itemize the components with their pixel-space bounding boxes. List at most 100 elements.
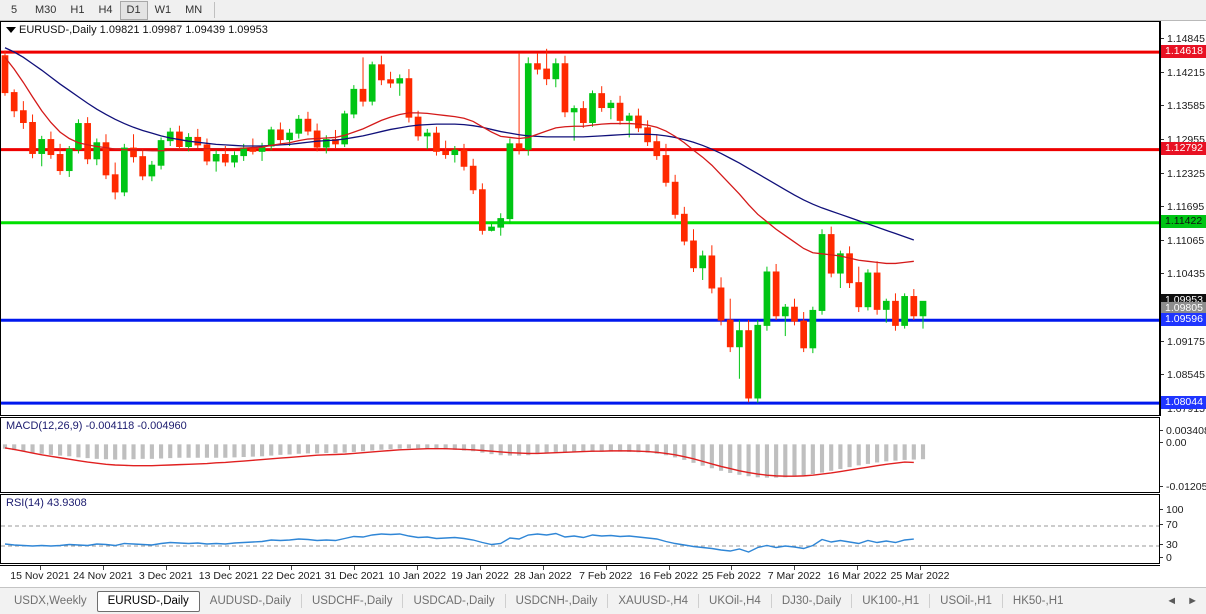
moving-average-fast-line (4, 56, 914, 265)
candlestick (120, 143, 128, 197)
price-tag-bid-price[interactable]: 1.09805 (1161, 301, 1206, 315)
macd-histogram-bar (379, 444, 384, 450)
time-tick (417, 566, 419, 570)
macd-histogram-bar (214, 444, 219, 458)
chart-tab-bar[interactable]: USDX,Weekly EURUSD-,Daily AUDUSD-,Daily USD… (0, 587, 1206, 614)
chart-tab-xauusd-h4[interactable]: XAUUSD-,H4 (618, 595, 689, 607)
rsi-tick-label: 30 (1160, 539, 1206, 551)
timeframe-button-m30[interactable]: M30 (35, 4, 57, 16)
price-tag-resistance-line[interactable]: 1.14618 (1161, 44, 1206, 58)
chart-tab-usdx-weekly[interactable]: USDX,Weekly (14, 595, 87, 607)
price-tag-support-line[interactable]: 1.11422 (1161, 215, 1206, 229)
price-tick-label: 1.14215 (1161, 67, 1206, 79)
tab-divider (929, 594, 931, 608)
macd-histogram-bar (562, 444, 568, 452)
tab-divider (402, 594, 404, 608)
macd-histogram-bar (498, 444, 503, 456)
macd-histogram-bar (728, 444, 733, 473)
macd-histogram-bar (324, 444, 329, 454)
chart-tab-uk100-h1[interactable]: UK100-,H1 (862, 595, 920, 607)
macd-histogram-bar (544, 444, 549, 454)
candlestick (534, 53, 541, 75)
candlestick (221, 145, 229, 167)
price-tick-label: 1.12325 (1161, 168, 1206, 180)
chart-tab-usdcnh-daily[interactable]: USDCNH-,Daily (515, 595, 598, 607)
tab-scroll-controls[interactable]: ◄ ► (1166, 595, 1206, 607)
rsi-panel[interactable]: RSI(14) 43.9308 (0, 494, 1160, 564)
candlestick (910, 289, 918, 321)
tab-scroll-right-icon[interactable]: ► (1187, 595, 1198, 607)
candlestick (497, 213, 505, 236)
timeframe-button-d1[interactable]: D1 (119, 0, 148, 20)
candlestick (295, 115, 303, 139)
macd-histogram-bar (535, 444, 540, 455)
time-axis-label: 25 Feb 2022 (701, 570, 761, 582)
candlestick (111, 162, 119, 200)
macd-histogram-bar (507, 444, 512, 456)
rsi-plot-area[interactable] (1, 495, 1159, 563)
macd-histogram-bar (158, 444, 164, 459)
candlestick (166, 127, 174, 146)
price-tag-resistance-line[interactable]: 1.12792 (1161, 142, 1206, 156)
macd-histogram-bar (58, 444, 63, 456)
candlestick (882, 298, 890, 323)
rsi-scale[interactable]: 100 70 30 0 (1160, 494, 1206, 564)
candlestick (864, 269, 872, 311)
macd-histogram-bar (186, 444, 191, 458)
macd-plot-area[interactable] (1, 418, 1159, 492)
macd-histogram-bar (902, 444, 907, 460)
candlestick (543, 48, 550, 86)
macd-histogram-bar (305, 444, 311, 454)
candlestick (625, 112, 633, 138)
toolbar-divider (214, 2, 216, 18)
price-tag-support-line[interactable]: 1.08044 (1161, 395, 1206, 409)
candlestick (350, 85, 358, 119)
chart-tab-dj30-daily[interactable]: DJ30-,Daily (781, 595, 842, 607)
macd-histogram-bar (746, 444, 751, 477)
price-chart-svg (1, 47, 1159, 405)
time-axis[interactable]: 15 Nov 2021 24 Nov 2021 3 Dec 2021 13 Dec 2… (0, 565, 1160, 586)
macd-tick-label: 0.00 (1160, 437, 1206, 449)
chart-tab-usdchf-daily[interactable]: USDCHF-,Daily (311, 595, 393, 607)
macd-histogram-bar (315, 444, 320, 454)
macd-chart-svg (2, 444, 926, 478)
time-tick (668, 566, 670, 570)
macd-histogram-bar (480, 444, 485, 453)
time-tick (480, 566, 481, 570)
chart-tab-usdcad-daily[interactable]: USDCAD-,Daily (413, 595, 495, 607)
chart-area[interactable]: EURUSD-,Daily 1.09821 1.09987 1.09439 1.… (0, 21, 1206, 586)
candlestick (772, 263, 780, 321)
price-panel[interactable]: EURUSD-,Daily 1.09821 1.09987 1.09439 1.… (0, 21, 1160, 416)
macd-histogram-bar (691, 444, 696, 463)
chart-tab-ukoil-h4[interactable]: UKOil-,H4 (709, 595, 761, 607)
macd-histogram-bar (819, 444, 825, 473)
macd-histogram-bar (709, 444, 714, 469)
candlestick (75, 119, 82, 154)
timeframe-button-w1[interactable]: W1 (154, 4, 172, 16)
candlestick (341, 110, 349, 148)
tab-scroll-left-icon[interactable]: ◄ (1166, 595, 1178, 607)
timeframe-button-h1[interactable]: H1 (70, 4, 85, 16)
price-scale[interactable]: 1.14845 1.14215 1.13585 1.12955 1.12325 1.116… (1160, 21, 1206, 416)
chart-tab-hk50-h1[interactable]: HK50-,H1 (1012, 595, 1064, 607)
chart-tab-audusd-daily[interactable]: AUDUSD-,Daily (209, 595, 291, 607)
timeframe-button-mn[interactable]: MN (185, 4, 203, 16)
macd-histogram-bar (39, 444, 44, 454)
macd-histogram-bar (617, 444, 623, 452)
timeframe-button-h4[interactable]: H4 (98, 4, 113, 16)
chart-tab-usoil-h1[interactable]: USOil-,H1 (940, 595, 992, 607)
price-tag-support-line[interactable]: 1.09596 (1161, 312, 1206, 326)
macd-panel[interactable]: MACD(12,26,9) -0.004118 -0.004960 (0, 417, 1160, 493)
macd-histogram-bar (829, 444, 834, 471)
macd-scale[interactable]: 0.003408 0.00 -0.01205 (1160, 417, 1206, 493)
price-plot-area[interactable] (1, 22, 1159, 415)
rsi-line (4, 532, 914, 553)
chart-tab-eurusd-daily[interactable]: EURUSD-,Daily (96, 590, 200, 612)
macd-histogram-bar (911, 444, 916, 460)
timeframe-button-5[interactable]: 5 (10, 4, 18, 16)
candlestick (1, 50, 9, 96)
macd-histogram-bar (370, 444, 375, 451)
macd-histogram-bar (875, 444, 880, 463)
macd-histogram-bar (847, 444, 852, 468)
